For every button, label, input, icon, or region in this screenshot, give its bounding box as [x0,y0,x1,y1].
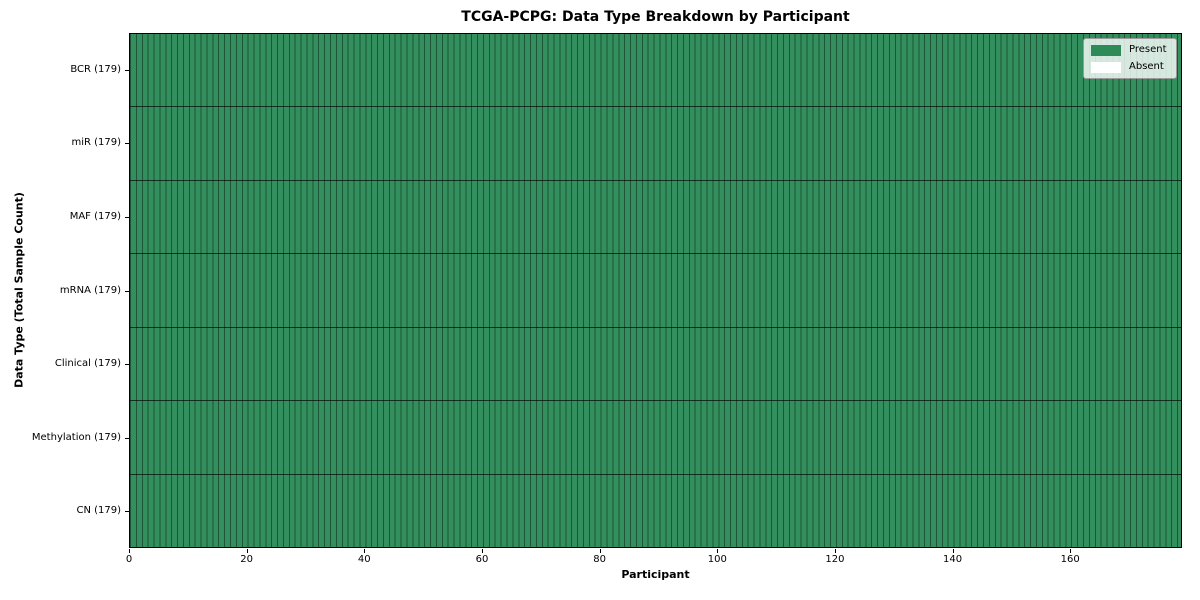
x-tick-mark [482,549,483,553]
x-tick-label-120: 120 [825,554,845,565]
legend-item-present: Present [1091,44,1169,56]
heatmap-plot-area [129,33,1182,548]
y-tick-label-BCR: BCR (179) [70,63,121,75]
heatmap-row-MAF [130,179,1181,254]
x-tick-label-140: 140 [943,554,963,565]
x-tick-label-100: 100 [707,554,727,565]
heatmap-row-miR [130,106,1181,180]
legend-label: Absent [1129,61,1164,72]
x-tick-mark [717,549,718,553]
legend-label: Present [1129,44,1167,55]
legend-swatch-absent [1091,61,1121,73]
x-tick-label-0: 0 [125,554,133,565]
x-tick-label-40: 40 [357,554,371,565]
y-tick-label-miR: miR (179) [71,137,121,149]
legend: Present Absent [1083,38,1177,79]
y-tick-label-Clinical: Clinical (179) [54,358,121,370]
x-tick-label-60: 60 [475,554,489,565]
x-axis-label: Participant [621,568,690,581]
y-tick-mark [125,511,129,512]
chart-title: TCGA-PCPG: Data Type Breakdown by Partic… [461,9,850,25]
y-tick-mark [125,70,129,71]
x-tick-label-80: 80 [593,554,606,565]
y-tick-mark [125,438,129,439]
x-tick-mark [247,549,248,553]
y-tick-label-mRNA: mRNA (179) [59,284,121,296]
x-tick-mark [129,549,130,553]
x-tick-mark [364,549,365,553]
heatmap-row-Clinical [130,326,1181,401]
heatmap-row-CN [130,473,1181,547]
legend-swatch-present [1091,44,1121,56]
heatmap-row-mRNA [130,253,1181,327]
x-tick-mark [953,549,954,553]
y-tick-mark [125,291,129,292]
x-tick-label-160: 160 [1060,554,1080,565]
x-tick-mark [1070,549,1071,553]
y-tick-label-Methylation: Methylation (179) [31,431,121,443]
y-tick-mark [125,364,129,365]
legend-item-absent: Absent [1091,61,1169,73]
x-tick-label-20: 20 [240,554,254,565]
heatmap-row-Methylation [130,400,1181,474]
y-tick-label-MAF: MAF (179) [69,210,121,222]
y-tick-mark [125,143,129,144]
x-tick-mark [600,549,601,553]
y-tick-mark [125,217,129,218]
y-tick-label-CN: CN (179) [76,505,121,517]
heatmap-row-BCR [130,34,1181,107]
x-tick-mark [835,549,836,553]
